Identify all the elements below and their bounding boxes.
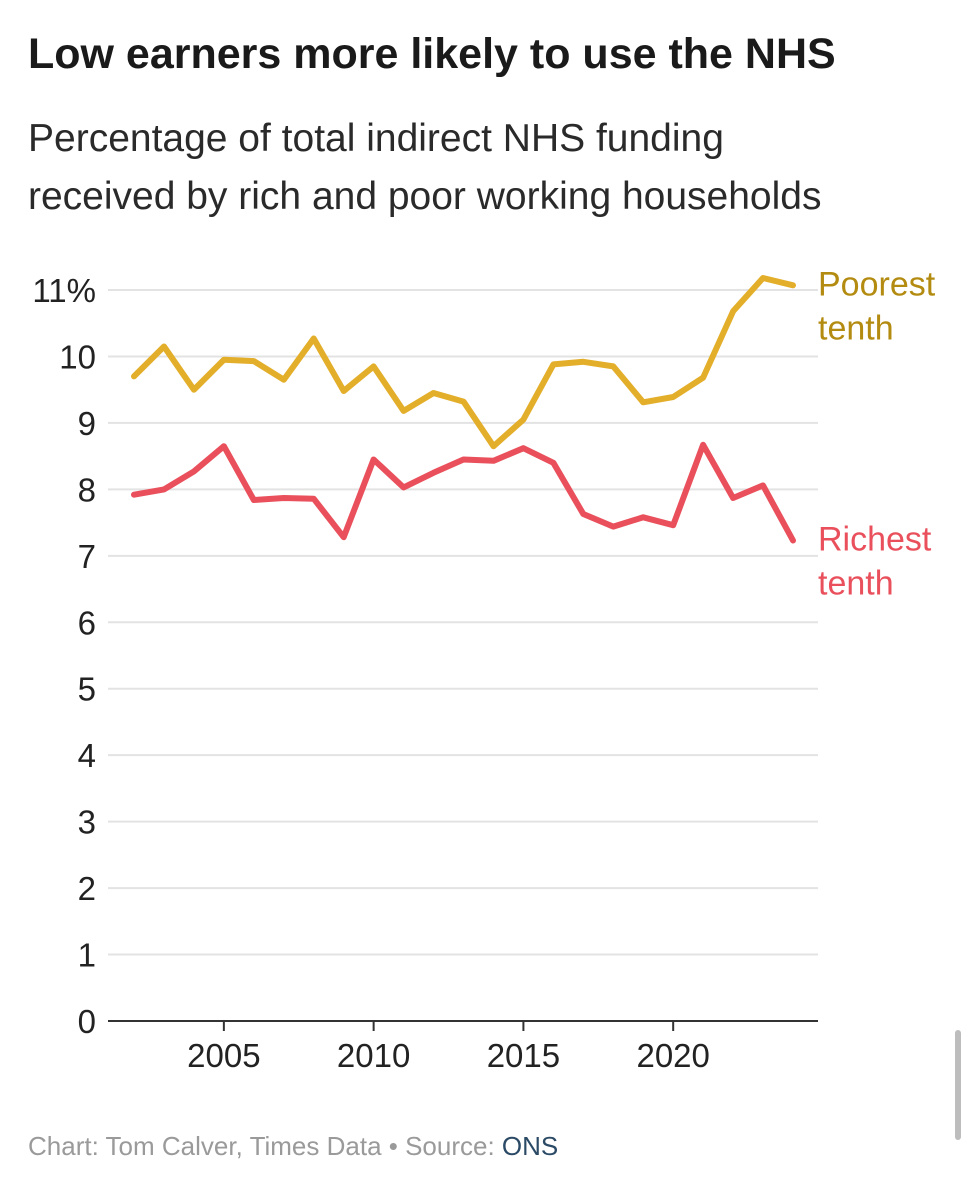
series-label-richest-tenth-line-2: tenth bbox=[818, 565, 894, 603]
data-point-richest-tenth-2004 bbox=[191, 468, 197, 474]
data-point-richest-tenth-2020 bbox=[670, 522, 676, 528]
series-line-richest-tenth bbox=[131, 441, 796, 544]
data-point-poorest-tenth-2014 bbox=[490, 443, 496, 449]
y-tick-label-11: 11% bbox=[32, 272, 96, 309]
data-point-richest-tenth-2011 bbox=[401, 484, 407, 490]
data-point-poorest-tenth-2007 bbox=[281, 377, 287, 383]
data-point-poorest-tenth-2023 bbox=[760, 275, 766, 281]
data-point-richest-tenth-2006 bbox=[251, 497, 257, 503]
data-point-poorest-tenth-2021 bbox=[700, 375, 706, 381]
chart-credit: Chart: Tom Calver, Times Data • Source: bbox=[28, 1131, 502, 1161]
data-point-richest-tenth-2008 bbox=[311, 496, 317, 502]
data-point-poorest-tenth-2017 bbox=[580, 359, 586, 365]
y-tick-label-6: 6 bbox=[78, 604, 96, 641]
data-point-richest-tenth-2022 bbox=[730, 495, 736, 501]
data-point-poorest-tenth-2016 bbox=[550, 361, 556, 367]
data-point-poorest-tenth-2008 bbox=[311, 336, 317, 342]
data-point-richest-tenth-2021 bbox=[700, 442, 706, 448]
data-point-richest-tenth-2002 bbox=[131, 492, 137, 498]
data-point-poorest-tenth-2002 bbox=[131, 373, 137, 379]
data-point-richest-tenth-2016 bbox=[550, 460, 556, 466]
chart-title: Low earners more likely to use the NHS bbox=[28, 30, 836, 78]
chart-subtitle-line-1: Percentage of total indirect NHS funding bbox=[28, 117, 724, 160]
data-point-richest-tenth-2012 bbox=[431, 470, 437, 476]
series-label-poorest-tenth-line-2: tenth bbox=[818, 309, 894, 347]
data-point-poorest-tenth-2013 bbox=[461, 399, 467, 405]
data-point-poorest-tenth-2005 bbox=[221, 357, 227, 363]
data-point-richest-tenth-2017 bbox=[580, 511, 586, 517]
data-point-richest-tenth-2010 bbox=[371, 456, 377, 462]
x-tick-label-2010: 2010 bbox=[337, 1037, 410, 1074]
data-point-poorest-tenth-2019 bbox=[640, 399, 646, 405]
series-line-poorest-tenth bbox=[131, 275, 796, 450]
data-point-richest-tenth-2015 bbox=[520, 445, 526, 451]
data-point-richest-tenth-2023 bbox=[760, 482, 766, 488]
y-tick-label-1: 1 bbox=[78, 937, 96, 974]
y-axis-tick-labels: 0 1 2 3 4 5 6 7 8 9 10 11% bbox=[32, 272, 96, 1040]
data-point-richest-tenth-2018 bbox=[610, 524, 616, 530]
data-point-richest-tenth-2003 bbox=[161, 486, 167, 492]
y-tick-label-8: 8 bbox=[78, 471, 96, 508]
gridlines bbox=[108, 289, 818, 956]
data-point-richest-tenth-2007 bbox=[281, 495, 287, 501]
y-tick-label-3: 3 bbox=[78, 804, 96, 841]
data-point-poorest-tenth-2011 bbox=[401, 408, 407, 414]
y-tick-label-5: 5 bbox=[78, 671, 96, 708]
scrollbar[interactable] bbox=[955, 1030, 961, 1140]
data-point-poorest-tenth-2003 bbox=[161, 343, 167, 349]
x-tick-label-2020: 2020 bbox=[636, 1037, 709, 1074]
y-tick-label-2: 2 bbox=[78, 870, 96, 907]
x-tick-label-2015: 2015 bbox=[487, 1037, 560, 1074]
y-tick-label-10: 10 bbox=[59, 338, 96, 375]
x-tick-label-2005: 2005 bbox=[187, 1037, 260, 1074]
data-point-poorest-tenth-2004 bbox=[191, 387, 197, 393]
data-point-poorest-tenth-2010 bbox=[371, 363, 377, 369]
data-point-richest-tenth-2005 bbox=[221, 443, 227, 449]
chart-subtitle: Percentage of total indirect NHS funding… bbox=[28, 110, 948, 226]
y-tick-label-0: 0 bbox=[78, 1003, 96, 1040]
data-point-poorest-tenth-2009 bbox=[341, 388, 347, 394]
x-axis: 2005 2010 2015 2020 bbox=[108, 1020, 818, 1074]
chart-footer: Chart: Tom Calver, Times Data • Source: … bbox=[28, 1128, 558, 1164]
data-point-poorest-tenth-2018 bbox=[610, 363, 616, 369]
data-point-richest-tenth-2024 bbox=[790, 538, 796, 544]
source-link[interactable]: ONS bbox=[501, 1131, 559, 1161]
data-point-richest-tenth-2014 bbox=[490, 458, 496, 464]
data-point-richest-tenth-2019 bbox=[640, 514, 646, 520]
y-tick-label-7: 7 bbox=[78, 538, 96, 575]
y-tick-label-9: 9 bbox=[78, 405, 96, 442]
data-point-poorest-tenth-2020 bbox=[670, 394, 676, 400]
data-point-richest-tenth-2009 bbox=[341, 534, 347, 540]
chart-subtitle-line-2: received by rich and poor working househ… bbox=[28, 175, 822, 218]
data-point-poorest-tenth-2024 bbox=[790, 282, 796, 288]
y-tick-label-4: 4 bbox=[78, 737, 96, 774]
series-lines bbox=[131, 275, 796, 544]
series-label-richest-tenth-line-1: Richest bbox=[818, 521, 932, 559]
series-label-poorest-tenth-line-1: Poorest bbox=[818, 265, 936, 303]
data-point-poorest-tenth-2012 bbox=[431, 390, 437, 396]
series-labels: Poorest tenth Richest tenth bbox=[818, 265, 936, 602]
data-point-poorest-tenth-2022 bbox=[730, 308, 736, 314]
data-point-richest-tenth-2013 bbox=[461, 456, 467, 462]
data-point-poorest-tenth-2015 bbox=[520, 417, 526, 423]
data-point-poorest-tenth-2006 bbox=[251, 358, 257, 364]
